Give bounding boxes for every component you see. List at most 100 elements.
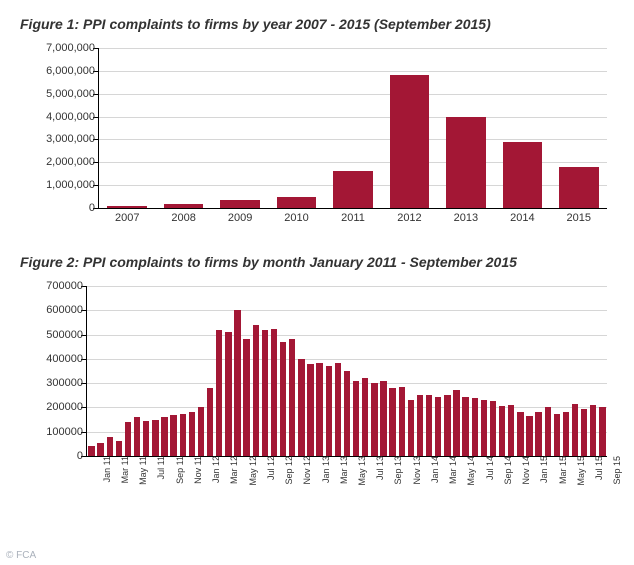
gridline [99,139,607,140]
gridline [99,94,607,95]
bar [180,414,186,457]
bar [380,381,386,456]
gridline [99,48,607,49]
bar [389,388,395,456]
bar [390,75,430,208]
bar [198,407,204,456]
figure2-chart: 0 100000 200000 300000 400000 500000 600000 700… [20,278,614,508]
gridline [87,286,607,287]
x-tick-label: Sep 15 [598,456,622,485]
bar [116,441,122,456]
bar [189,412,195,456]
x-tick-label: 2014 [510,208,534,224]
bar [97,443,103,456]
figure1-plot: 01,000,0002,000,0003,000,0004,000,0005,0… [98,48,607,209]
bar [545,407,551,456]
bar [417,395,423,456]
bar [170,415,176,456]
x-tick-label: 2007 [115,208,139,224]
bar [161,417,167,456]
bar [581,409,587,456]
bar [335,363,341,457]
y-tick-label: 600000 [46,304,87,316]
bar [216,330,222,456]
y-tick-label: 100000 [46,426,87,438]
bar [316,363,322,457]
bar [426,395,432,456]
bar [107,437,113,456]
bar [462,397,468,457]
gridline [87,359,607,360]
y-tick-label: 700000 [46,280,87,292]
bar [508,405,514,456]
bar [526,416,532,456]
bar [271,329,277,457]
y-tick-label: 7,000,000 [46,42,99,54]
bar [277,197,317,208]
y-tick-label: 4,000,000 [46,111,99,123]
x-tick-label: 2015 [567,208,591,224]
bar [225,332,231,456]
bar [253,325,259,456]
bar [399,387,405,456]
bar [298,359,304,456]
bar [326,366,332,456]
gridline [99,71,607,72]
y-tick-label: 200000 [46,401,87,413]
bar [234,310,240,456]
bar [344,371,350,456]
bar [490,401,496,456]
bar [444,395,450,456]
bar [503,142,543,208]
bar [517,412,523,456]
x-tick-label: 2013 [454,208,478,224]
bar [143,421,149,456]
bar [408,400,414,456]
x-tick-label: 2008 [171,208,195,224]
bar [353,381,359,456]
y-tick-label: 3,000,000 [46,133,99,145]
bar [499,406,505,456]
credit-text: © FCA [6,550,36,561]
bar [333,171,373,208]
bar [88,446,94,456]
x-tick-label: 2010 [284,208,308,224]
figure1-chart: 01,000,0002,000,0003,000,0004,000,0005,0… [20,40,614,230]
figure2-title: Figure 2: PPI complaints to firms by mon… [20,254,614,270]
y-tick-label: 6,000,000 [46,65,99,77]
bar [599,407,605,456]
y-tick-label: 400000 [46,353,87,365]
bar [563,412,569,456]
y-tick-label: 2,000,000 [46,156,99,168]
bar [362,378,368,456]
bar [446,117,486,208]
bar [152,420,158,456]
y-tick-label: 500000 [46,329,87,341]
bar [559,167,599,208]
bar [371,383,377,456]
bar [207,388,213,456]
bar [280,342,286,456]
gridline [87,335,607,336]
y-tick-label: 0 [77,450,87,462]
bar [554,414,560,457]
bar [243,339,249,456]
gridline [99,117,607,118]
bar [435,397,441,457]
page: { "figure1": { "title": "Figure 1: PPI c… [0,0,634,565]
x-tick-label: 2011 [341,208,365,224]
bar [125,422,131,456]
bar [453,390,459,456]
bar [572,404,578,456]
y-tick-label: 300000 [46,377,87,389]
figure2-plot: 0100000200000300000400000500000600000700… [86,286,607,457]
bar [134,417,140,456]
y-tick-label: 1,000,000 [46,179,99,191]
x-tick-label: 2012 [397,208,421,224]
x-tick-label: 2009 [228,208,252,224]
bar [535,412,541,456]
y-tick-label: 0 [89,202,99,214]
gridline [87,310,607,311]
bar [289,339,295,456]
bar [481,400,487,456]
